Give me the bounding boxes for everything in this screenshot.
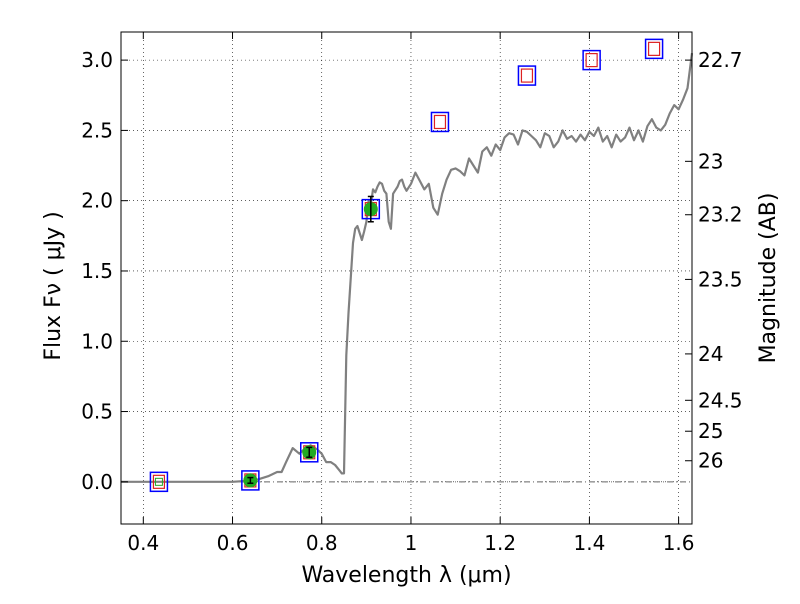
- model-photometry-inner: [520, 68, 534, 83]
- x-tick-label: 1.6: [663, 531, 695, 555]
- y2-tick-label: 23: [698, 149, 723, 173]
- model-photometry-box: [582, 49, 601, 71]
- y-tick-label: 0.5: [81, 400, 113, 424]
- y2-tick-label: 26: [698, 449, 723, 473]
- y-tick-label: 2.0: [81, 189, 113, 213]
- model-photometry-inner: [585, 53, 598, 68]
- x-tick-label: 1.4: [573, 531, 605, 555]
- x-axis-label: Wavelength λ (μm): [301, 563, 511, 588]
- y-tick-label: 3.0: [81, 48, 113, 72]
- model-photometry-box: [149, 471, 169, 493]
- x-tick-label: 0.4: [127, 531, 159, 555]
- model-photometry-box: [644, 38, 664, 60]
- plot-layer: [121, 38, 694, 493]
- y2-tick-label: 23.2: [698, 203, 743, 227]
- y2-tick-label: 25: [698, 419, 723, 443]
- y-tick-label: 2.5: [81, 118, 113, 142]
- model-photometry-inner: [647, 41, 661, 56]
- x-tick-label: 0.8: [306, 531, 338, 555]
- model-photometry-box: [430, 111, 450, 133]
- model-photometry-box: [517, 65, 537, 86]
- y2-tick-label: 24: [698, 342, 723, 366]
- y-tick-label: 1.5: [81, 259, 113, 283]
- axis-layer: 0.4 0.6 0.8 1 1.2 1.4 1.6 0.0 0.5 1.0 1.5 2.0 2.5 3.0…: [81, 32, 743, 555]
- model-spectrum-line: [121, 52, 694, 483]
- y-tick-label: 0.0: [81, 470, 113, 494]
- x-tick-label: 0.6: [217, 531, 249, 555]
- model-photometry-inner: [433, 114, 447, 130]
- y2-axis-label: Magnitude (AB): [756, 193, 781, 364]
- nondetection-marker: [154, 477, 163, 486]
- model-photometry-inner: [152, 474, 166, 489]
- plot-frame: [120, 31, 693, 525]
- model-photometry-box: [300, 442, 319, 463]
- y-axis-label: Flux Fν ( μJy ): [41, 211, 66, 360]
- y2-tick-label: 24.5: [698, 388, 743, 412]
- model-photometry-box: [241, 470, 260, 491]
- x-tick-label: 1.2: [484, 531, 516, 555]
- y-tick-label: 1.0: [81, 329, 113, 353]
- y2-tick-label: 22.7: [698, 48, 743, 72]
- x-tick-label: 1: [405, 531, 418, 555]
- y2-tick-label: 23.5: [698, 267, 743, 291]
- grid-layer: [121, 32, 692, 524]
